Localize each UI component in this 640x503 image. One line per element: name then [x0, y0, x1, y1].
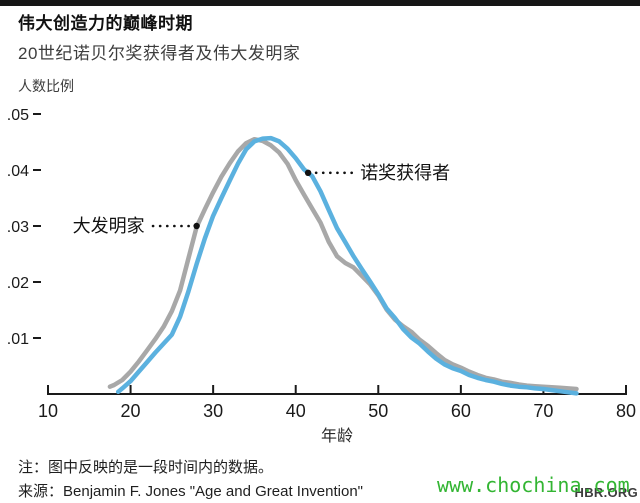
x-tick-label: 10: [38, 401, 58, 421]
x-tick-label: 80: [616, 401, 636, 421]
x-tick-label: 50: [368, 401, 388, 421]
x-tick-label: 60: [451, 401, 471, 421]
chart-subtitle: 20世纪诺贝尔奖获得者及伟大发明家: [18, 44, 301, 63]
x-tick-label: 30: [203, 401, 223, 421]
annotation-dot: [304, 169, 312, 176]
y-tick-label: .04: [7, 163, 29, 180]
y-axis-title: 人数比例: [18, 78, 74, 94]
source-credit: 来源：Benjamin F. Jones "Age and Great Inve…: [18, 483, 363, 500]
x-tick-label: 70: [533, 401, 553, 421]
chart-title: 伟大创造力的巅峰时期: [18, 14, 193, 33]
annotation-dot: [193, 222, 200, 230]
footnote: 注：图中反映的是一段时间内的数据。: [18, 459, 274, 476]
y-tick-label: .02: [7, 275, 29, 292]
y-tick-label: .01: [7, 331, 29, 348]
x-axis-title: 年龄: [321, 427, 353, 445]
watermark-text: www.chochina.com: [437, 473, 630, 497]
x-tick-label: 20: [121, 401, 141, 421]
top-black-bar: [0, 0, 640, 6]
x-tick-label: 40: [286, 401, 306, 421]
hbr-logo-text: HBR.ORG: [574, 485, 638, 500]
y-tick-label: .03: [7, 219, 29, 236]
series-line-大发明家: [107, 136, 579, 392]
y-tick-label: .05: [7, 107, 29, 124]
series-line-诺奖获得者: [115, 135, 579, 396]
series-label-大发明家: 大发明家: [73, 216, 145, 236]
series-label-诺奖获得者: 诺奖获得者: [360, 163, 450, 183]
